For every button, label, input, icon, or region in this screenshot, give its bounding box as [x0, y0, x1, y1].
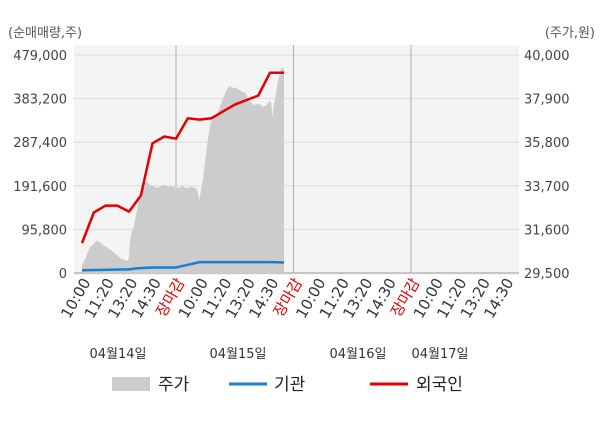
date-label: 04월14일: [89, 347, 146, 362]
right-axis: 40,000 37,900 35,800 33,700 31,600 29,500: [524, 49, 570, 282]
x-axis: 10:0011:2013:2014:30장마감10:0011:2013:2014…: [57, 275, 517, 322]
legend: 주가 기관 외국인: [112, 375, 463, 395]
right-tick-label: 40,000: [524, 49, 570, 64]
right-tick-label: 37,900: [524, 93, 570, 108]
left-axis: 479,000 383,200 287,400 191,600 95,800 0: [13, 49, 67, 282]
legend-institution-label: 기관: [274, 375, 305, 395]
right-tick-label: 29,500: [524, 267, 570, 282]
foreign-net-buying-line: [80, 71, 285, 244]
price-area: [82, 67, 285, 273]
left-tick-label: 287,400: [13, 136, 67, 151]
legend-price-label: 주가: [158, 375, 190, 395]
left-tick-label: 0: [59, 267, 67, 282]
legend-price-swatch: [112, 377, 150, 391]
right-axis-unit: (주가,원): [545, 26, 595, 41]
date-label: 04월15일: [209, 347, 266, 362]
left-axis-unit: (순매매량,주): [8, 26, 82, 41]
left-tick-label: 479,000: [13, 49, 67, 64]
date-label: 04월17일: [411, 347, 468, 362]
right-tick-label: 31,600: [524, 223, 570, 238]
right-tick-label: 33,700: [524, 180, 570, 195]
left-tick-label: 191,600: [13, 180, 67, 195]
date-label: 04월16일: [329, 347, 386, 362]
left-tick-label: 95,800: [22, 223, 68, 238]
net-buying-lines-layer: [80, 71, 285, 272]
right-tick-label: 35,800: [524, 136, 570, 151]
legend-foreign-label: 외국인: [416, 375, 463, 395]
left-tick-label: 383,200: [13, 93, 67, 108]
institution-net-buying-line: [81, 260, 285, 272]
date-labels: 04월14일 04월15일 04월16일 04월17일: [89, 347, 468, 362]
price-area-layer: [82, 67, 285, 273]
